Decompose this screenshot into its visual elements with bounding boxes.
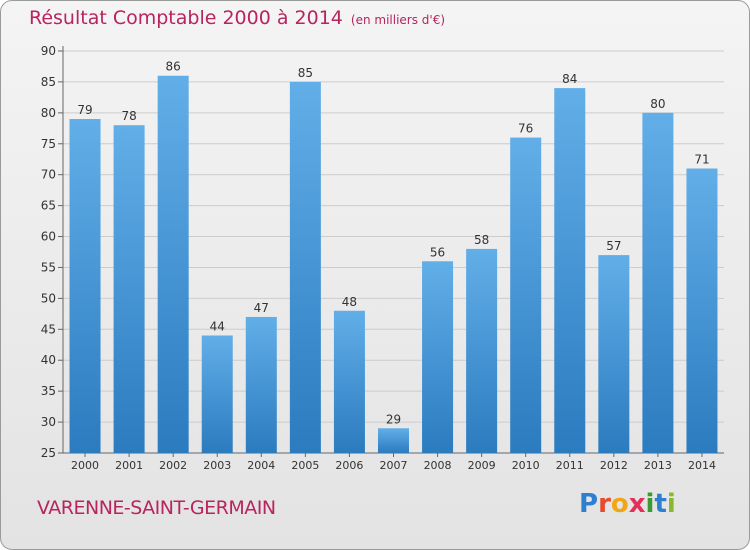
x-tick-label-2006: 2006 — [335, 459, 363, 472]
bar-2001 — [113, 125, 145, 453]
y-tick-label: 80 — [41, 106, 56, 120]
y-tick-label: 25 — [41, 446, 56, 460]
bar-2011 — [554, 88, 586, 453]
bar-2012 — [598, 255, 630, 453]
bars — [69, 75, 718, 454]
y-tick-label: 70 — [41, 168, 56, 182]
bar-2006 — [333, 310, 365, 453]
x-tick-label-2012: 2012 — [600, 459, 628, 472]
x-tick-label-2007: 2007 — [380, 459, 408, 472]
data-label-2010: 76 — [518, 122, 533, 136]
bar-2010 — [510, 137, 542, 454]
x-tick-label-2011: 2011 — [556, 459, 584, 472]
bar-2005 — [289, 81, 321, 453]
x-tick-label-2010: 2010 — [512, 459, 540, 472]
y-tick-label: 75 — [41, 137, 56, 151]
data-label-2013: 80 — [650, 97, 665, 111]
bar-2007 — [378, 428, 409, 453]
data-label-2012: 57 — [606, 239, 621, 253]
data-label-2002: 86 — [166, 60, 181, 74]
x-tick-label-2013: 2013 — [644, 459, 672, 472]
bar-2014 — [686, 168, 718, 453]
bar-2013 — [642, 112, 674, 453]
x-tick-label-2001: 2001 — [115, 459, 143, 472]
data-label-2014: 71 — [694, 153, 709, 167]
y-tick-label: 60 — [41, 230, 56, 244]
x-tick-label-2009: 2009 — [468, 459, 496, 472]
bar-2009 — [466, 248, 498, 453]
data-label-2008: 56 — [430, 245, 445, 259]
data-label-2007: 29 — [386, 412, 401, 426]
y-tick-label: 55 — [41, 260, 56, 274]
x-tick-labels: 2000 2001 2002 2003 2004 2005 2006 2007 2008 2009… — [71, 459, 716, 472]
x-tick-label-2008: 2008 — [424, 459, 452, 472]
y-tick-label: 65 — [41, 199, 56, 213]
bar-2003 — [201, 335, 233, 453]
x-tick-label-2002: 2002 — [159, 459, 187, 472]
y-tick-labels: 25 30 35 40 45 50 55 60 65 70 75 80 85 90 — [41, 44, 56, 460]
chart-title: Résultat Comptable 2000 à 2014 (en millie… — [29, 7, 445, 29]
data-label-2011: 84 — [562, 72, 577, 86]
y-tick-label: 45 — [41, 322, 56, 336]
data-labels: 79 78 86 44 47 85 48 29 56 58 76 84 57 80 71 — [77, 60, 709, 427]
data-label-2005: 85 — [298, 66, 313, 80]
proxiti-logo: Proxiti — [579, 489, 676, 519]
data-label-2006: 48 — [342, 295, 357, 309]
data-label-2000: 79 — [77, 103, 92, 117]
x-tick-label-2000: 2000 — [71, 459, 99, 472]
y-tick-label: 90 — [41, 44, 56, 58]
y-tick-label: 85 — [41, 75, 56, 89]
chart-title-text: Résultat Comptable 2000 à 2014 — [29, 7, 343, 29]
x-tick-label-2003: 2003 — [203, 459, 231, 472]
data-label-2001: 78 — [121, 109, 136, 123]
y-tick-label: 35 — [41, 384, 56, 398]
bar-2008 — [422, 261, 454, 453]
x-tick-label-2014: 2014 — [688, 459, 716, 472]
data-label-2004: 47 — [254, 301, 269, 315]
x-tick-label-2004: 2004 — [247, 459, 275, 472]
bar-2002 — [157, 75, 189, 453]
y-tick-label: 30 — [41, 415, 56, 429]
data-label-2009: 58 — [474, 233, 489, 247]
y-tick-label: 40 — [41, 353, 56, 367]
x-tick-label-2005: 2005 — [291, 459, 319, 472]
commune-name: VARENNE-SAINT-GERMAIN — [37, 497, 276, 519]
data-label-2003: 44 — [210, 319, 225, 333]
y-tick-label: 50 — [41, 291, 56, 305]
chart-subtitle: (en milliers d'€) — [350, 13, 446, 27]
bar-2004 — [245, 316, 277, 453]
bar-2000 — [69, 119, 101, 454]
